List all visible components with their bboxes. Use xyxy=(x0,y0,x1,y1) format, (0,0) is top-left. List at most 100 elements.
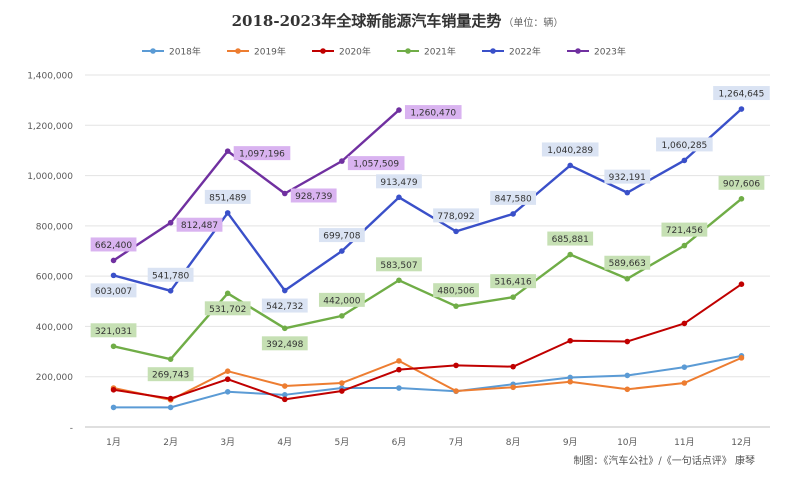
legend-marker xyxy=(150,48,156,54)
data-label: 392,498 xyxy=(266,340,303,350)
data-label-bg xyxy=(204,301,251,316)
x-tick-label: 5月 xyxy=(335,437,350,448)
data-label-bg xyxy=(147,367,194,382)
data-point xyxy=(224,376,231,383)
data-label: 1,264,645 xyxy=(719,90,765,100)
data-point xyxy=(681,157,688,164)
legend-label: 2023年 xyxy=(594,46,626,58)
data-point xyxy=(681,320,688,327)
data-label-bg xyxy=(541,142,599,157)
data-point xyxy=(339,380,345,386)
data-point xyxy=(224,368,231,374)
data-label-bg xyxy=(147,267,194,282)
data-point xyxy=(510,294,516,300)
data-label-bg xyxy=(404,105,462,120)
data-point xyxy=(339,388,345,394)
data-point xyxy=(396,107,402,113)
data-label: 847,580 xyxy=(495,194,532,204)
legend-label: 2021年 xyxy=(424,46,456,58)
data-label-bg xyxy=(233,146,291,161)
series-line xyxy=(113,356,742,401)
data-point xyxy=(281,190,288,197)
data-point xyxy=(624,189,631,196)
y-tick-label: 200,000 xyxy=(36,373,73,383)
data-label-bg xyxy=(718,175,765,190)
data-label-bg xyxy=(547,231,594,246)
data-point xyxy=(281,383,288,389)
data-label-bg xyxy=(433,283,479,298)
data-label: 685,881 xyxy=(552,235,589,245)
data-label-bg xyxy=(376,257,422,272)
legend-marker xyxy=(320,48,326,54)
legend-label: 2018年 xyxy=(169,46,201,58)
data-point xyxy=(167,287,174,294)
data-point xyxy=(339,313,345,319)
data-label: 907,606 xyxy=(723,179,760,189)
data-label-bg xyxy=(433,208,479,223)
data-label: 913,479 xyxy=(380,178,417,188)
data-point xyxy=(396,385,402,391)
data-point xyxy=(738,106,745,112)
chart-title: 2018-2023年全球新能源汽车销量走势 （单位：辆） xyxy=(0,10,795,31)
data-label: 269,743 xyxy=(152,371,189,381)
data-label: 1,057,509 xyxy=(353,160,399,170)
data-label: 321,031 xyxy=(95,327,132,337)
data-point xyxy=(738,355,745,361)
data-point xyxy=(224,389,231,395)
series-line xyxy=(112,109,400,262)
x-tick-label: 1月 xyxy=(106,437,121,448)
data-point xyxy=(167,356,174,362)
data-label: 662,400 xyxy=(95,241,132,251)
data-point xyxy=(624,275,631,282)
x-tick-label: 4月 xyxy=(277,437,292,448)
legend-label: 2019年 xyxy=(254,46,286,58)
data-label-bg xyxy=(656,137,713,152)
data-point xyxy=(110,343,117,350)
data-point xyxy=(681,380,688,386)
data-point xyxy=(510,211,516,217)
y-tick-label: 1,400,000 xyxy=(27,72,73,82)
data-label: 778,092 xyxy=(437,212,474,222)
x-tick-label: 3月 xyxy=(220,437,235,448)
data-point xyxy=(567,162,574,169)
data-label-bg xyxy=(490,274,537,289)
data-point xyxy=(167,395,174,402)
x-tick-label: 12月 xyxy=(731,437,751,448)
data-label-bg xyxy=(604,169,651,184)
data-label: 812,487 xyxy=(181,221,218,231)
data-label: 1,040,289 xyxy=(547,146,593,156)
data-point xyxy=(510,384,516,391)
data-label: 603,007 xyxy=(95,287,132,297)
x-tick-label: 11月 xyxy=(674,437,694,448)
data-point xyxy=(510,363,516,370)
data-point xyxy=(281,396,288,403)
data-point xyxy=(681,364,688,370)
data-label: 721,456 xyxy=(666,226,703,236)
data-point xyxy=(339,248,345,254)
data-label-bg xyxy=(90,237,137,252)
data-label: 542,732 xyxy=(266,302,303,312)
data-label: 531,702 xyxy=(209,305,246,315)
chart-title-text: 2018-2023年全球新能源汽车销量走势 xyxy=(231,12,502,30)
data-label: 442,000 xyxy=(323,296,360,306)
data-label-bg xyxy=(176,217,223,232)
legend-label: 2020年 xyxy=(339,46,371,58)
data-point xyxy=(224,290,231,297)
legend-marker xyxy=(235,48,241,54)
data-point xyxy=(738,196,745,202)
data-point xyxy=(339,158,345,164)
y-tick-label: 600,000 xyxy=(36,273,73,283)
data-label-bg xyxy=(376,174,422,189)
chart-unit: （单位：辆） xyxy=(503,18,564,29)
data-label: 928,739 xyxy=(295,192,332,202)
x-tick-label: 8月 xyxy=(506,437,521,448)
series-line xyxy=(113,283,743,401)
data-label-bg xyxy=(290,188,337,203)
data-point xyxy=(110,257,117,264)
legend-marker xyxy=(490,48,496,54)
data-label-bg xyxy=(204,189,251,204)
data-label-bg xyxy=(318,292,365,307)
data-point xyxy=(396,194,402,201)
data-label: 583,507 xyxy=(380,261,417,271)
data-point xyxy=(281,325,288,332)
